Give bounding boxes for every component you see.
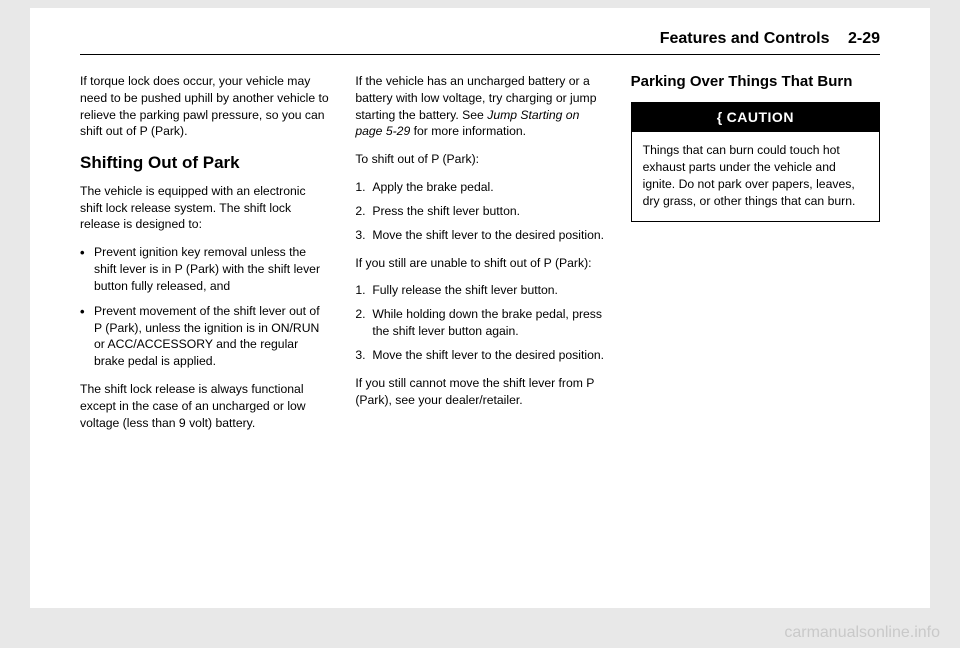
step-move-lever: Move the shift lever to the desired posi… <box>355 227 604 244</box>
content-columns: If torque lock does occur, your vehicle … <box>80 73 880 443</box>
shift-out-steps: Apply the brake pedal. Press the shift l… <box>355 179 604 243</box>
step-hold-brake-press: While holding down the brake pedal, pres… <box>355 306 604 340</box>
watermark: carmanualsonline.info <box>784 624 940 642</box>
text-after-ref: for more information. <box>410 124 526 138</box>
caution-header: {CAUTION <box>632 103 879 132</box>
shift-lock-bullets: Prevent ignition key removal unless the … <box>80 244 329 370</box>
manual-page: Features and Controls 2-29 If torque loc… <box>30 8 930 608</box>
step-move-lever-2: Move the shift lever to the desired posi… <box>355 347 604 364</box>
caution-body: Things that can burn could touch hot exh… <box>632 132 879 221</box>
caution-label: CAUTION <box>727 109 794 125</box>
step-release-button: Fully release the shift lever button. <box>355 282 604 299</box>
shifting-out-heading: Shifting Out of Park <box>80 151 329 174</box>
page-header: Features and Controls 2-29 <box>80 30 880 55</box>
unable-shift-steps: Fully release the shift lever button. Wh… <box>355 282 604 363</box>
unable-shift-label: If you still are unable to shift out of … <box>355 255 604 272</box>
column-2: If the vehicle has an uncharged battery … <box>355 73 604 443</box>
page-number: 2-29 <box>848 30 880 47</box>
step-press-button: Press the shift lever button. <box>355 203 604 220</box>
warning-icon: { <box>717 108 723 127</box>
uncharged-battery-paragraph: If the vehicle has an uncharged battery … <box>355 73 604 140</box>
see-dealer-paragraph: If you still cannot move the shift lever… <box>355 375 604 409</box>
parking-over-heading: Parking Over Things That Burn <box>631 73 880 92</box>
step-apply-brake: Apply the brake pedal. <box>355 179 604 196</box>
column-3: Parking Over Things That Burn {CAUTION T… <box>631 73 880 443</box>
torque-lock-paragraph: If torque lock does occur, your vehicle … <box>80 73 329 140</box>
column-1: If torque lock does occur, your vehicle … <box>80 73 329 443</box>
bullet-prevent-key: Prevent ignition key removal unless the … <box>80 244 329 294</box>
shift-lock-intro: The vehicle is equipped with an electron… <box>80 183 329 233</box>
shift-lock-functional: The shift lock release is always functio… <box>80 381 329 431</box>
section-title: Features and Controls <box>660 30 830 47</box>
to-shift-out-label: To shift out of P (Park): <box>355 151 604 168</box>
bullet-prevent-movement: Prevent movement of the shift lever out … <box>80 303 329 370</box>
caution-box: {CAUTION Things that can burn could touc… <box>631 102 880 223</box>
